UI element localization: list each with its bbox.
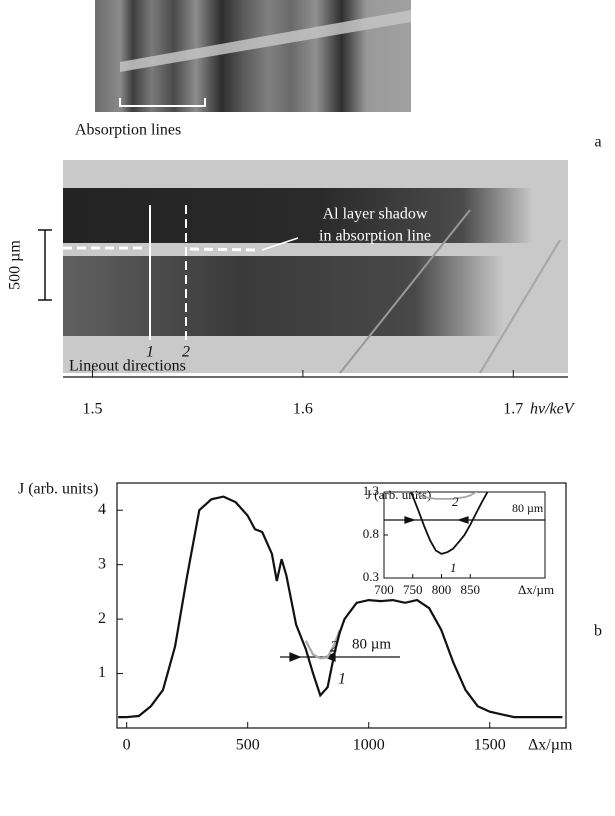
x-axis-label: Δx/µm [528, 737, 573, 754]
x-tick-label: 850 [461, 582, 481, 597]
x-tick-label: 0 [123, 737, 131, 754]
plot-frame [116, 482, 567, 729]
y-tick-label: 4 [98, 501, 106, 518]
x-tick-label: 800 [432, 582, 452, 597]
curve [413, 492, 478, 500]
y-axis-label: J (arb. units) [366, 487, 431, 502]
x-tick-label: 750 [403, 582, 423, 597]
lineout-number: 2 [182, 344, 190, 361]
x-tick-label: 1000 [353, 737, 385, 754]
photo-absorption [95, 0, 411, 112]
inset-plot: 700 750 800 850 0.3 0.8 1.3J (arb. units) Δx/µm… [363, 483, 554, 597]
width-arrows [280, 516, 545, 662]
y-tick-label: 1.3 [363, 483, 379, 498]
y-tick-label: 0.3 [363, 569, 379, 584]
shadow-label: in absorption line [319, 228, 431, 245]
lineout-number: 1 [146, 344, 154, 361]
x-axis-label: hν/keV [530, 401, 576, 418]
y-tick-label: 0.8 [363, 526, 379, 541]
shadow-label: Al layer shadow [323, 206, 428, 223]
width-annotation: 80 µm [352, 636, 391, 652]
curve-label: 2 [330, 639, 338, 656]
width-annotation: 80 µm [512, 501, 544, 515]
x-axis-label: Δx/µm [518, 582, 554, 597]
curve [118, 495, 563, 719]
x-tick-label: 1.6 [293, 401, 313, 418]
panel-label: b [594, 623, 602, 640]
y-axis-label: J (arb. units) [18, 481, 98, 498]
y-tick-label: 2 [98, 610, 106, 627]
x-tick-label: 700 [374, 582, 394, 597]
x-tick-label: 1.7 [503, 401, 523, 418]
scale-bar [38, 229, 52, 301]
scale-label: 500 µm [7, 240, 24, 290]
photo-spectrum [63, 160, 568, 374]
curve-label: 1 [450, 560, 457, 575]
lineout-label: Lineout directions [69, 358, 186, 375]
panel-label: a [594, 134, 601, 151]
y-tick-label: 3 [98, 555, 106, 572]
curve [410, 492, 489, 555]
absorption-label: Absorption lines [75, 122, 181, 139]
curve-label: 1 [338, 671, 346, 688]
x-tick-label: 1.5 [82, 401, 102, 418]
x-tick-label: 1500 [474, 737, 506, 754]
curve-label: 2 [452, 494, 459, 509]
y-tick-label: 1 [98, 664, 106, 681]
x-tick-label: 500 [236, 737, 260, 754]
curve [304, 629, 341, 660]
